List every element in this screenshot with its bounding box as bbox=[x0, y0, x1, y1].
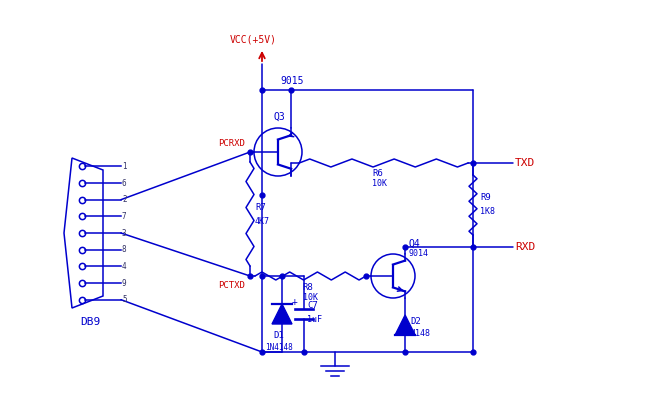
Text: 1uF: 1uF bbox=[307, 314, 322, 324]
Text: R7: R7 bbox=[255, 202, 266, 211]
Text: 2: 2 bbox=[122, 195, 127, 204]
Text: R9: R9 bbox=[480, 194, 491, 202]
Text: 1K8: 1K8 bbox=[480, 208, 495, 217]
Polygon shape bbox=[272, 304, 292, 324]
Text: 5: 5 bbox=[122, 295, 127, 304]
Text: PCTXD: PCTXD bbox=[218, 280, 245, 289]
Text: Q4: Q4 bbox=[408, 239, 420, 249]
Text: 4: 4 bbox=[122, 262, 127, 271]
Text: 10K: 10K bbox=[372, 179, 387, 188]
Text: 10K: 10K bbox=[302, 293, 318, 301]
Text: 9015: 9015 bbox=[280, 76, 304, 86]
Text: C7: C7 bbox=[307, 301, 318, 310]
Text: RXD: RXD bbox=[515, 242, 535, 252]
Text: PCRXD: PCRXD bbox=[218, 139, 245, 147]
Text: 7: 7 bbox=[122, 212, 127, 221]
Text: Q3: Q3 bbox=[273, 112, 284, 122]
Text: 8: 8 bbox=[122, 245, 127, 254]
Text: D2: D2 bbox=[410, 318, 421, 326]
Text: 1N4148: 1N4148 bbox=[265, 343, 293, 352]
Text: 6: 6 bbox=[122, 179, 127, 187]
Text: TXD: TXD bbox=[515, 158, 535, 168]
Text: R6: R6 bbox=[372, 169, 383, 179]
Text: R8: R8 bbox=[302, 282, 313, 291]
Polygon shape bbox=[395, 315, 415, 335]
Text: 9: 9 bbox=[122, 278, 127, 287]
Text: 4K7: 4K7 bbox=[255, 217, 270, 225]
Text: +: + bbox=[292, 297, 298, 307]
Text: 4148: 4148 bbox=[410, 329, 430, 339]
Text: 9014: 9014 bbox=[408, 249, 428, 259]
Text: DB9: DB9 bbox=[80, 317, 100, 327]
Text: VCC(+5V): VCC(+5V) bbox=[230, 34, 277, 44]
Text: 3: 3 bbox=[122, 228, 127, 238]
Text: D1: D1 bbox=[274, 331, 284, 341]
Text: 1: 1 bbox=[122, 162, 127, 171]
